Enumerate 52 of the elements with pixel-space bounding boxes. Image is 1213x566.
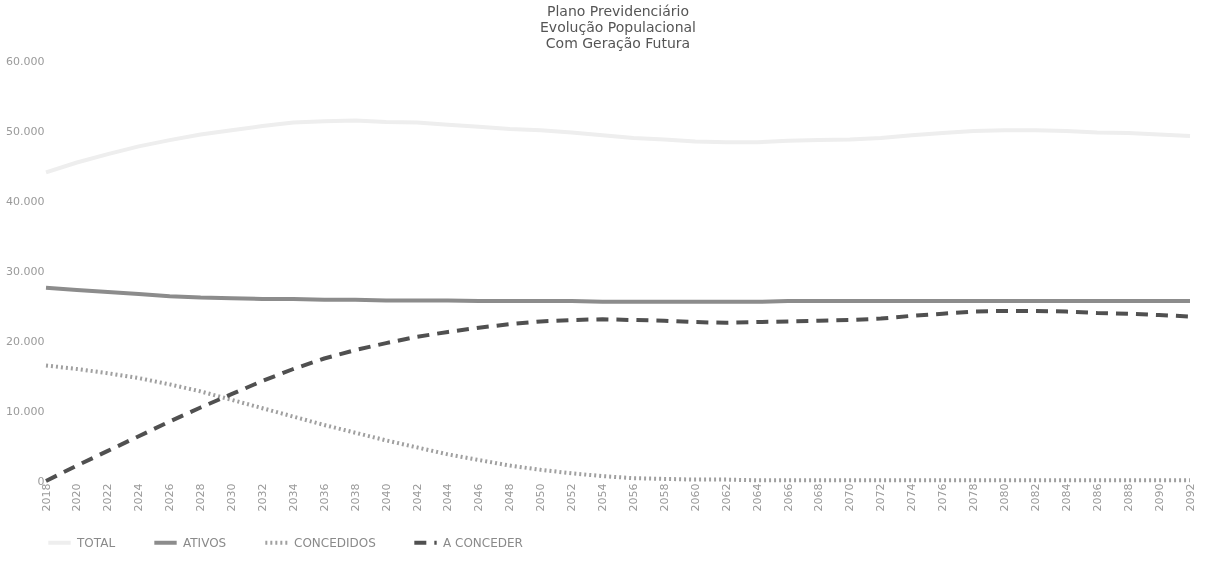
x-tick-label: 2080 [997, 483, 1011, 512]
line-series [44, 363, 1192, 483]
x-tick-label: 2092 [1183, 483, 1197, 512]
x-tick-label: 2076 [936, 483, 950, 512]
x-tick-label: 2064 [750, 483, 764, 512]
x-tick-label: 2066 [781, 483, 795, 512]
x-tick-label: 2028 [194, 483, 208, 512]
x-tick-label: 2026 [163, 483, 177, 512]
text: Evolução Populacional [540, 19, 696, 35]
x-tick-label: 2086 [1090, 483, 1104, 512]
x-tick-label: 2056 [626, 483, 640, 512]
x-tick-label: 2022 [101, 483, 115, 512]
x-tick-label: 2024 [132, 483, 146, 512]
text: Com Geração Futura [545, 35, 691, 51]
y-tick-label: 10.000 [6, 404, 45, 418]
x-tick-label: 2038 [348, 483, 362, 512]
x-tick-label: 2084 [1059, 483, 1073, 512]
x-tick-label: 2088 [1121, 483, 1135, 512]
legend-label: ATIVOS [183, 535, 227, 550]
x-tick-label: 2032 [255, 483, 269, 512]
y-tick-label: 60.000 [6, 54, 45, 68]
line-series [44, 285, 1192, 304]
x-tick-label: 2062 [719, 483, 733, 512]
legend-label: CONCEDIDOS [294, 535, 376, 550]
x-tick-label: 2048 [503, 483, 517, 512]
x-tick-label: 2082 [1028, 483, 1042, 512]
y-tick-label: 30.000 [6, 264, 45, 278]
x-tick-label: 2072 [874, 483, 888, 512]
x-tick-label: 2040 [379, 483, 393, 512]
x-tick-label: 2060 [688, 483, 702, 512]
legend-label: A CONCEDER [443, 535, 523, 550]
y-tick-label: 50.000 [6, 124, 45, 138]
x-tick-label: 2046 [472, 483, 486, 512]
x-tick-label: 2052 [565, 483, 579, 512]
x-tick-label: 2020 [70, 483, 84, 512]
x-tick-label: 2034 [286, 483, 300, 512]
y-tick-label: 20.000 [6, 334, 45, 348]
x-tick-label: 2068 [812, 483, 826, 512]
x-tick-label: 2050 [534, 483, 548, 512]
x-tick-label: 2044 [441, 483, 455, 512]
x-tick-label: 2070 [843, 483, 857, 512]
x-tick-label: 2090 [1152, 483, 1166, 512]
x-tick-label: 2054 [596, 483, 610, 512]
y-tick-label: 40.000 [6, 194, 45, 208]
x-tick-label: 2058 [657, 483, 671, 512]
x-tick-label: 2036 [317, 483, 331, 512]
text: Plano Previdenciário [547, 3, 689, 19]
x-tick-label: 2042 [410, 483, 424, 512]
legend-label: TOTAL [76, 535, 116, 550]
x-tick-label: 2030 [225, 483, 239, 512]
x-tick-label: 2078 [967, 483, 981, 512]
x-tick-label: 2074 [905, 483, 919, 512]
